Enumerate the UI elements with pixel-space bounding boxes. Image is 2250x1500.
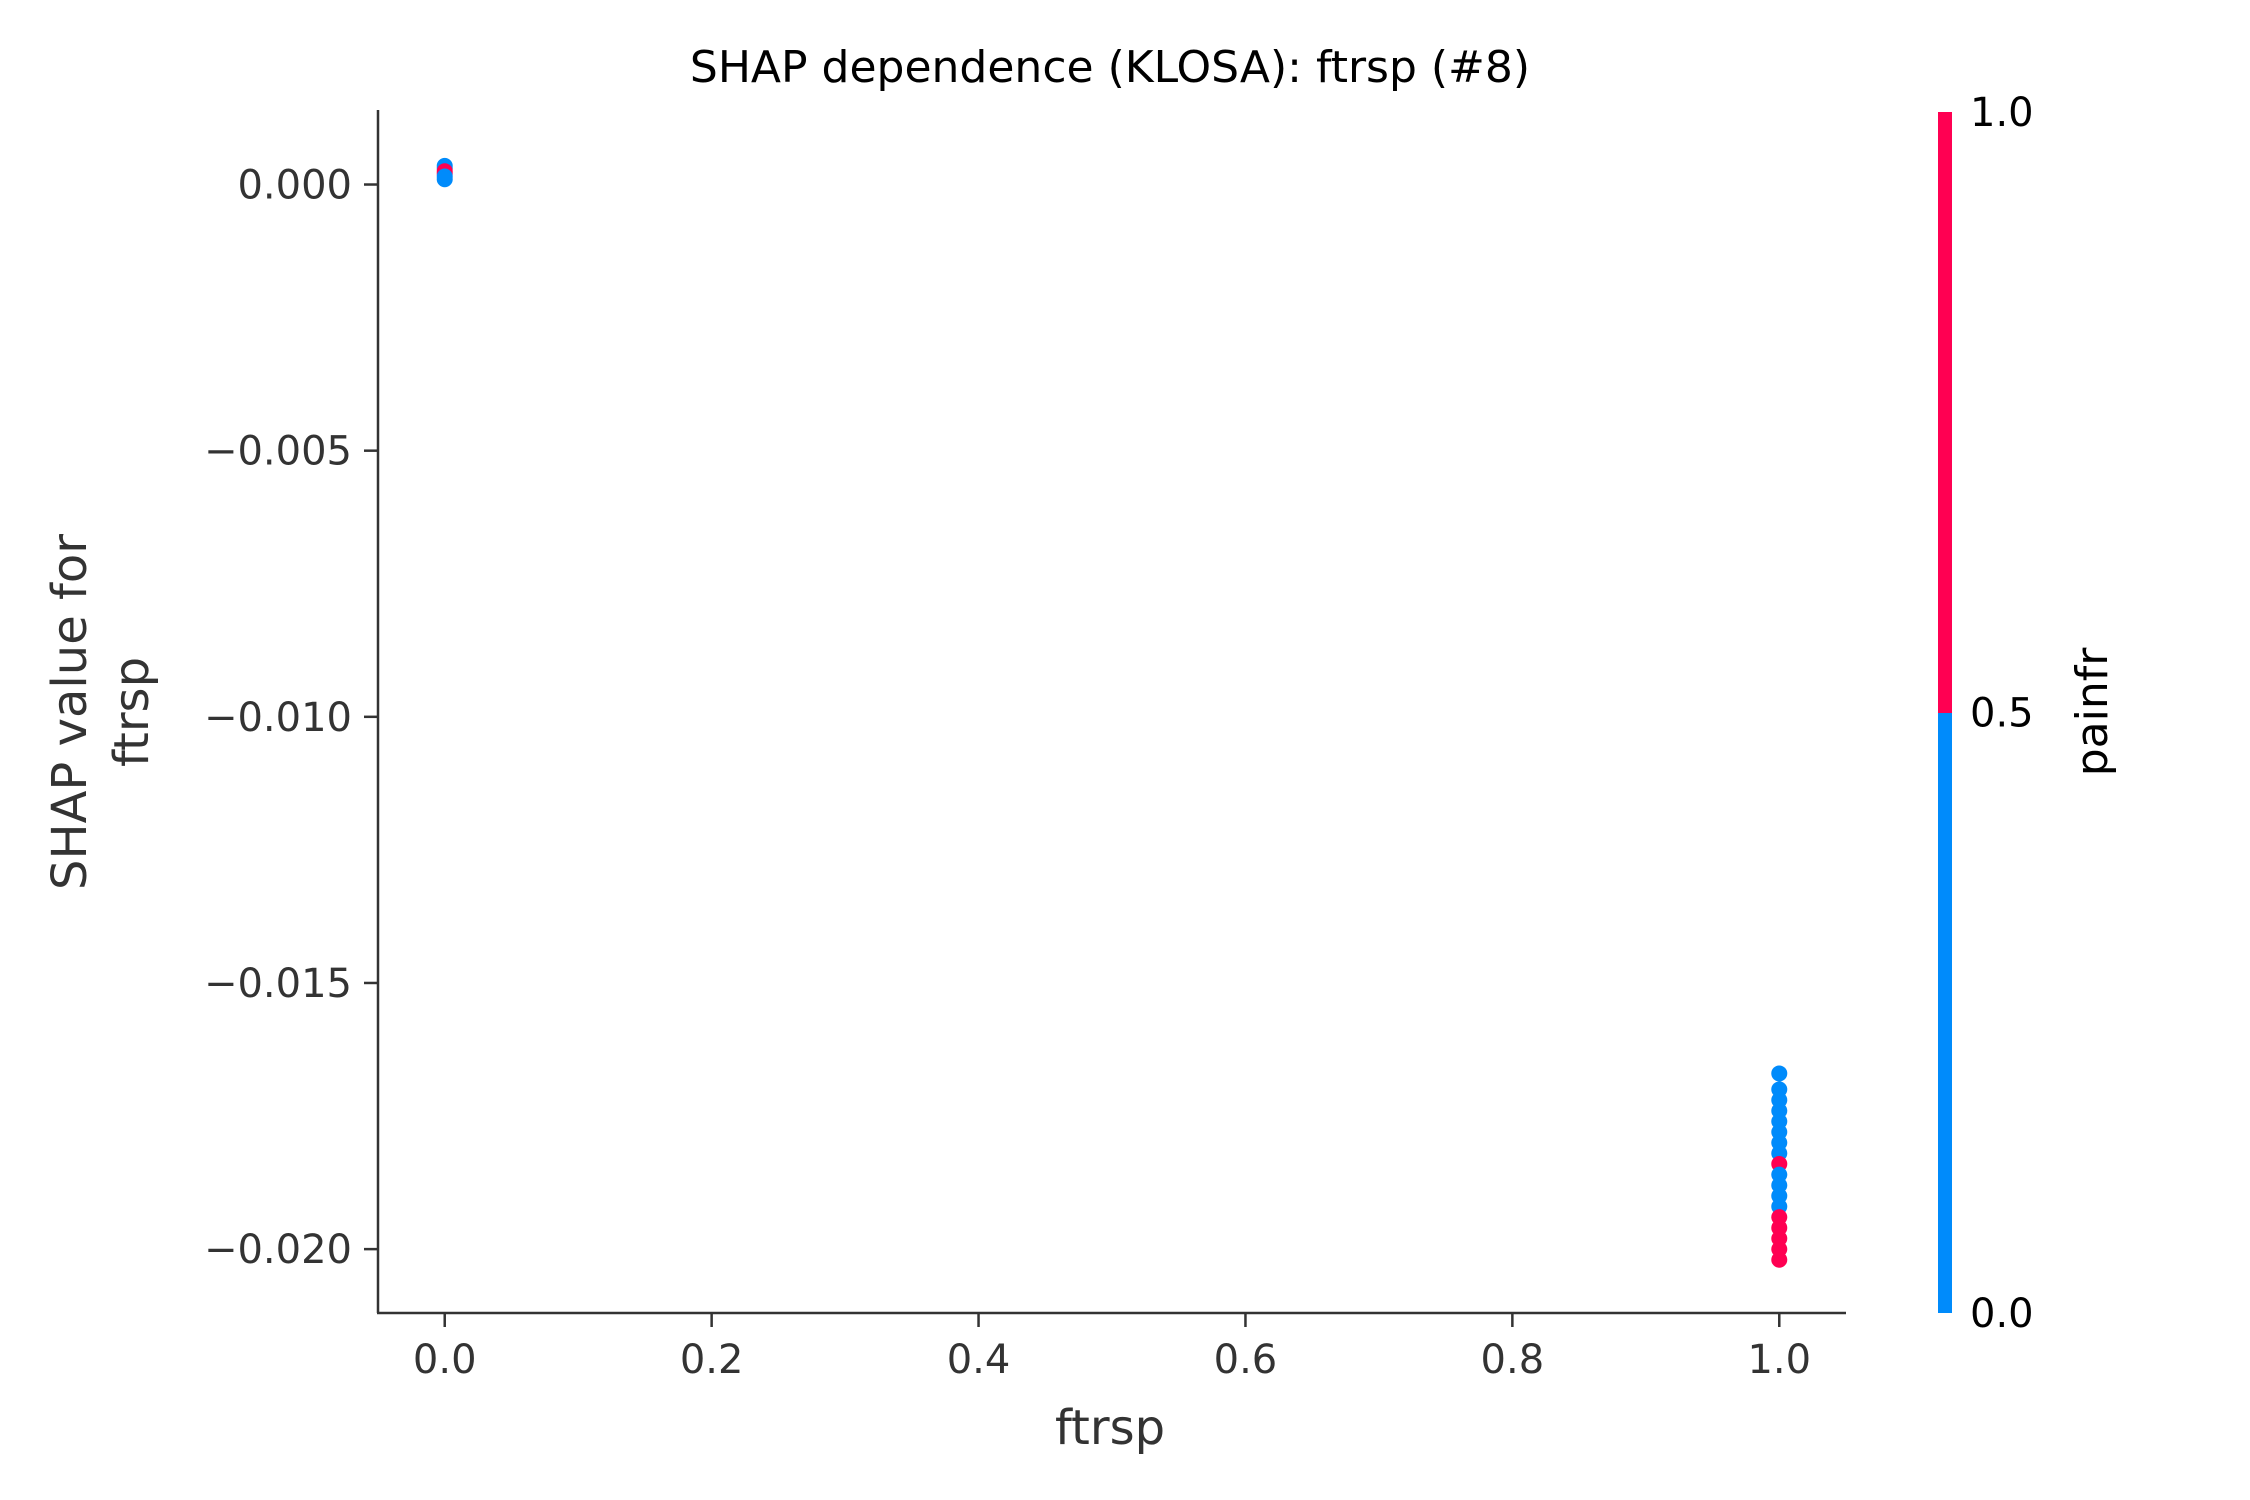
y-tick-label: −0.005 bbox=[204, 429, 352, 475]
colorbar-high-segment bbox=[1938, 112, 1952, 713]
colorbar-low-segment bbox=[1938, 713, 1952, 1313]
chart-title: SHAP dependence (KLOSA): ftrsp (#8) bbox=[690, 42, 1530, 93]
y-tick-label: −0.010 bbox=[204, 695, 352, 741]
x-axis-label: ftrsp bbox=[1055, 1400, 1165, 1456]
y-axis-label-line-2: ftrsp bbox=[104, 657, 160, 767]
y-axis-label-line-1: SHAP value for bbox=[42, 534, 98, 890]
x-tick-label: 0.4 bbox=[947, 1337, 1011, 1383]
y-tick-label: −0.020 bbox=[204, 1227, 352, 1273]
x-tick-label: 0.0 bbox=[413, 1337, 477, 1383]
points-layer bbox=[436, 157, 1788, 1268]
x-tick-label: 0.8 bbox=[1481, 1337, 1545, 1383]
data-point bbox=[1771, 1251, 1788, 1268]
x-tick-label: 0.6 bbox=[1214, 1337, 1278, 1383]
x-ticks: 0.0 0.2 0.4 0.6 0.8 1.0 bbox=[413, 1313, 1811, 1383]
y-tick-label: 0.000 bbox=[237, 163, 352, 209]
data-point bbox=[1771, 1065, 1788, 1082]
colorbar-ticks: 0.0 0.5 1.0 bbox=[1970, 90, 2034, 1337]
colorbar-tick-label: 1.0 bbox=[1970, 90, 2034, 136]
y-axis-label: SHAP value for ftrsp bbox=[42, 534, 160, 890]
colorbar-tick-label: 0.5 bbox=[1970, 691, 2034, 737]
data-point bbox=[436, 171, 453, 188]
x-tick-label: 1.0 bbox=[1747, 1337, 1811, 1383]
colorbar-tick-label: 0.0 bbox=[1970, 1291, 2034, 1337]
x-tick-label: 0.2 bbox=[680, 1337, 744, 1383]
y-ticks: 0.000 −0.005 −0.010 −0.015 −0.020 bbox=[204, 163, 378, 1273]
y-tick-label: −0.015 bbox=[204, 961, 352, 1007]
colorbar-label: painfr bbox=[2067, 647, 2118, 776]
